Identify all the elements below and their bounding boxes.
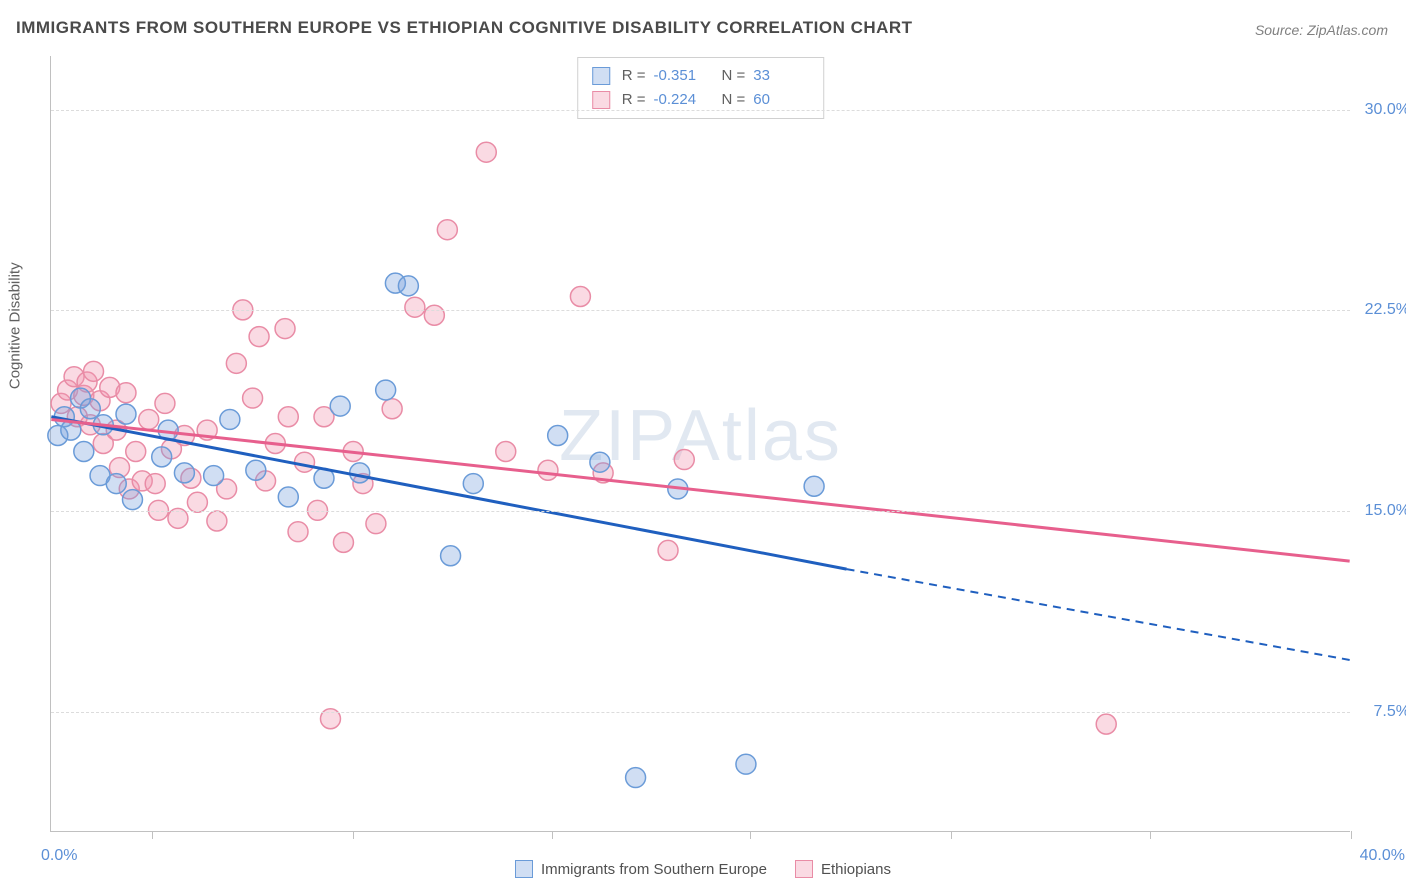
chart-title: IMMIGRANTS FROM SOUTHERN EUROPE VS ETHIO… [16,18,913,38]
legend-row-series2: R = -0.224 N = 60 [592,88,810,112]
y-tick-label: 7.5% [1355,703,1406,721]
n-label: N = [722,64,746,88]
n-value-series2: 60 [753,88,809,112]
swatch-bottom-1 [515,860,533,878]
r-value-series2: -0.224 [654,88,710,112]
gridline [51,310,1350,311]
bottom-legend-item-1: Immigrants from Southern Europe [515,860,767,878]
bottom-legend: Immigrants from Southern Europe Ethiopia… [515,860,891,878]
y-tick-label: 15.0% [1355,502,1406,520]
x-tick [152,831,153,839]
y-axis-title: Cognitive Disability [7,262,24,389]
r-label: R = [622,64,646,88]
swatch-series1 [592,67,610,85]
x-axis-min-label: 0.0% [41,847,77,865]
n-value-series1: 33 [753,64,809,88]
series2-name: Ethiopians [821,861,891,878]
x-tick [1150,831,1151,839]
x-tick [951,831,952,839]
gridline [51,511,1350,512]
x-tick [552,831,553,839]
bottom-legend-item-2: Ethiopians [795,860,891,878]
x-axis-max-label: 40.0% [1360,847,1405,865]
swatch-series2 [592,91,610,109]
series1-name: Immigrants from Southern Europe [541,861,767,878]
r-label: R = [622,88,646,112]
legend-row-series1: R = -0.351 N = 33 [592,64,810,88]
swatch-bottom-2 [795,860,813,878]
y-tick-label: 22.5% [1355,301,1406,319]
y-tick-label: 30.0% [1355,101,1406,119]
chart-svg [51,56,1350,831]
plot-area: Cognitive Disability ZIPAtlas R = -0.351… [50,56,1350,832]
x-tick [1351,831,1352,839]
gridline [51,110,1350,111]
r-value-series1: -0.351 [654,64,710,88]
n-label: N = [722,88,746,112]
gridline [51,712,1350,713]
x-tick [750,831,751,839]
source-attribution: Source: ZipAtlas.com [1255,22,1388,38]
x-tick [353,831,354,839]
